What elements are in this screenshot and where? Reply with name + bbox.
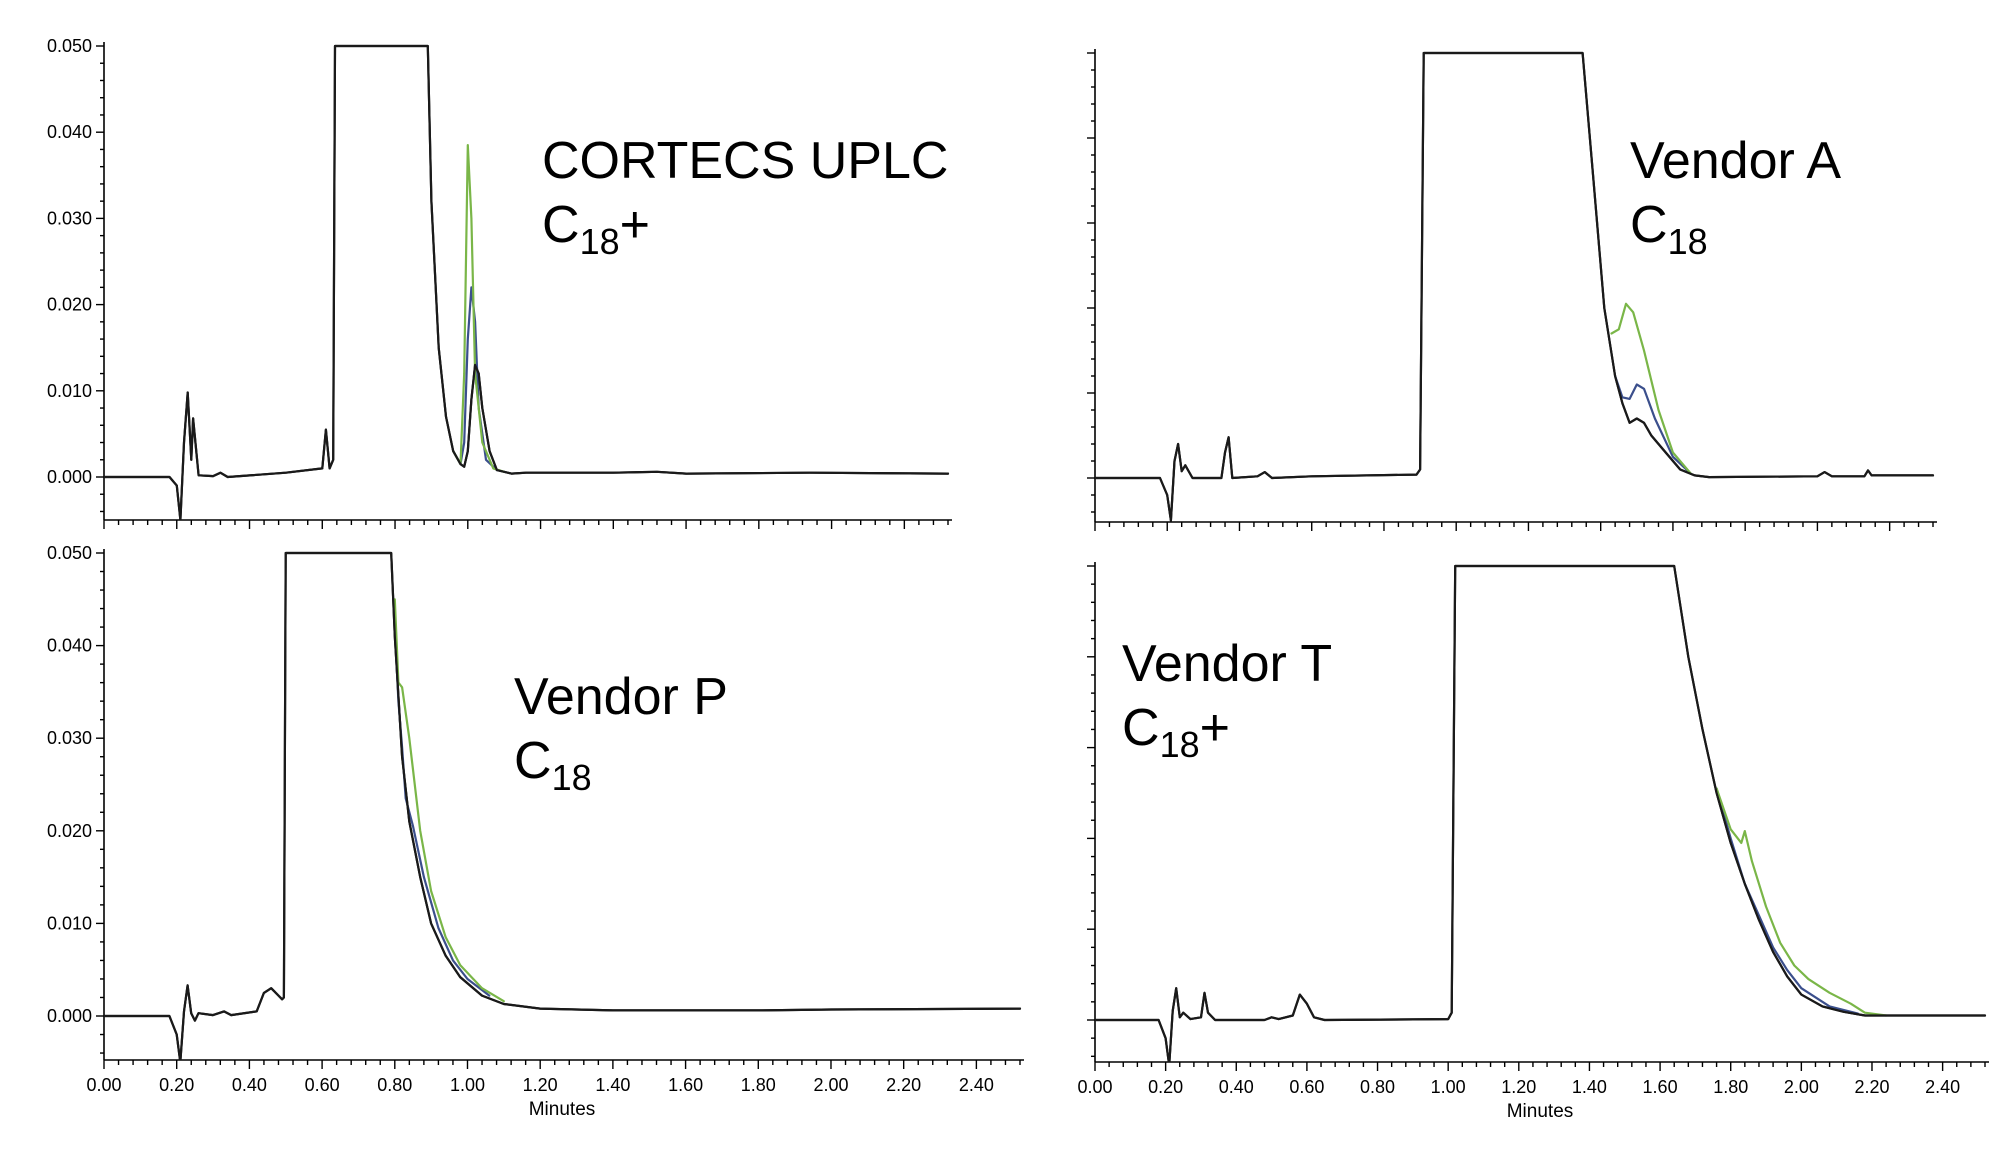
x-tick-label: 2.40 (1925, 1077, 1960, 1097)
trace-black-overlay (104, 551, 1022, 1060)
x-tick-label: 0.80 (1360, 1077, 1395, 1097)
y-tick-label: 0.000 (47, 467, 92, 487)
x-tick-label: 2.00 (813, 1075, 848, 1095)
phase-suffix: + (620, 196, 650, 254)
x-tick-label: 0.40 (232, 1075, 267, 1095)
phase-suffix: + (1200, 699, 1230, 757)
panel-label-phase: C18 (1630, 196, 1708, 262)
x-tick-label: 1.00 (450, 1075, 485, 1095)
phase-subscript: 18 (1668, 221, 1708, 262)
y-tick-label: 0.040 (47, 122, 92, 142)
y-tick-label: 0.050 (47, 36, 92, 56)
phase-letter: C (1122, 699, 1160, 757)
x-tick-label: 1.40 (595, 1075, 630, 1095)
panel-label-phase: C18+ (1122, 699, 1230, 765)
x-tick-label: 0.00 (1077, 1077, 1112, 1097)
x-tick-label: 1.20 (523, 1075, 558, 1095)
trace-black-overlay (1095, 564, 1987, 1062)
trace-blue (1614, 374, 1693, 475)
x-tick-label: 0.00 (86, 1075, 121, 1095)
chart-panel-1: 0.050 0.040 0.030 0.020 0.010 0.000 CORTECS UP… (47, 36, 952, 529)
trace-green (1610, 302, 1693, 475)
x-tick-label: 0.80 (377, 1075, 412, 1095)
trace-blue (1715, 787, 1859, 1015)
phase-letter: C (542, 196, 580, 254)
y-tick-label: 0.030 (47, 728, 92, 748)
panel-label-name: CORTECS UPLC (542, 132, 948, 190)
x-tick-label: 1.80 (1713, 1077, 1748, 1097)
trace-green (393, 598, 505, 1003)
x-tick-label: 2.00 (1784, 1077, 1819, 1097)
x-tick-label: 1.20 (1501, 1077, 1536, 1097)
trace-black-overlay (1095, 51, 1935, 522)
phase-subscript: 18 (580, 221, 620, 262)
trace-black (104, 44, 950, 520)
panel-label-phase: C18 (514, 732, 592, 798)
y-tick-label: 0.050 (47, 543, 92, 563)
y-tick-label: 0.030 (47, 208, 92, 228)
x-axis-title: Minutes (529, 1099, 596, 1120)
panel-label-name: Vendor P (514, 668, 728, 726)
phase-subscript: 18 (1160, 724, 1200, 765)
phase-subscript: 18 (552, 757, 592, 798)
y-tick-label: 0.040 (47, 636, 92, 656)
x-tick-label: 1.60 (1643, 1077, 1678, 1097)
x-tick-label: 0.20 (159, 1075, 194, 1095)
x-tick-label: 2.40 (959, 1075, 994, 1095)
y-tick-label: 0.000 (47, 1006, 92, 1026)
panel-label-name: Vendor A (1630, 132, 1841, 190)
chart-panel-3: 0.050 0.040 0.030 0.020 0.010 0.000 0.00 0.20 0.… (47, 543, 1024, 1120)
y-tick-label: 0.020 (47, 295, 92, 315)
x-tick-label: 2.20 (886, 1075, 921, 1095)
x-tick-label: 2.20 (1854, 1077, 1889, 1097)
x-tick-label: 1.60 (668, 1075, 703, 1095)
panel-label-name: Vendor T (1122, 635, 1332, 693)
phase-letter: C (1630, 196, 1668, 254)
trace-black (1095, 51, 1935, 522)
y-tick-label: 0.010 (47, 913, 92, 933)
x-tick-label: 0.60 (1289, 1077, 1324, 1097)
x-tick-label: 0.60 (305, 1075, 340, 1095)
x-tick-label: 0.40 (1219, 1077, 1254, 1097)
trace-green (452, 144, 506, 473)
phase-letter: C (514, 732, 552, 790)
x-axis-title: Minutes (1507, 1101, 1574, 1122)
y-tick-label: 0.010 (47, 381, 92, 401)
chart-panel-2: Vendor A C18 (1087, 49, 1937, 531)
chart-panel-4: 0.00 0.20 0.40 0.60 0.80 1.00 1.20 1.40 1.60 1.80… (1077, 562, 1989, 1122)
trace-green (1715, 787, 1888, 1017)
x-tick-label: 1.00 (1431, 1077, 1466, 1097)
panel-label-phase: C18+ (542, 196, 650, 262)
trace-black (104, 551, 1022, 1060)
x-tick-label: 1.40 (1572, 1077, 1607, 1097)
y-tick-label: 0.020 (47, 821, 92, 841)
trace-black-overlay (104, 44, 950, 520)
x-tick-label: 0.20 (1148, 1077, 1183, 1097)
x-tick-label: 1.80 (741, 1075, 776, 1095)
